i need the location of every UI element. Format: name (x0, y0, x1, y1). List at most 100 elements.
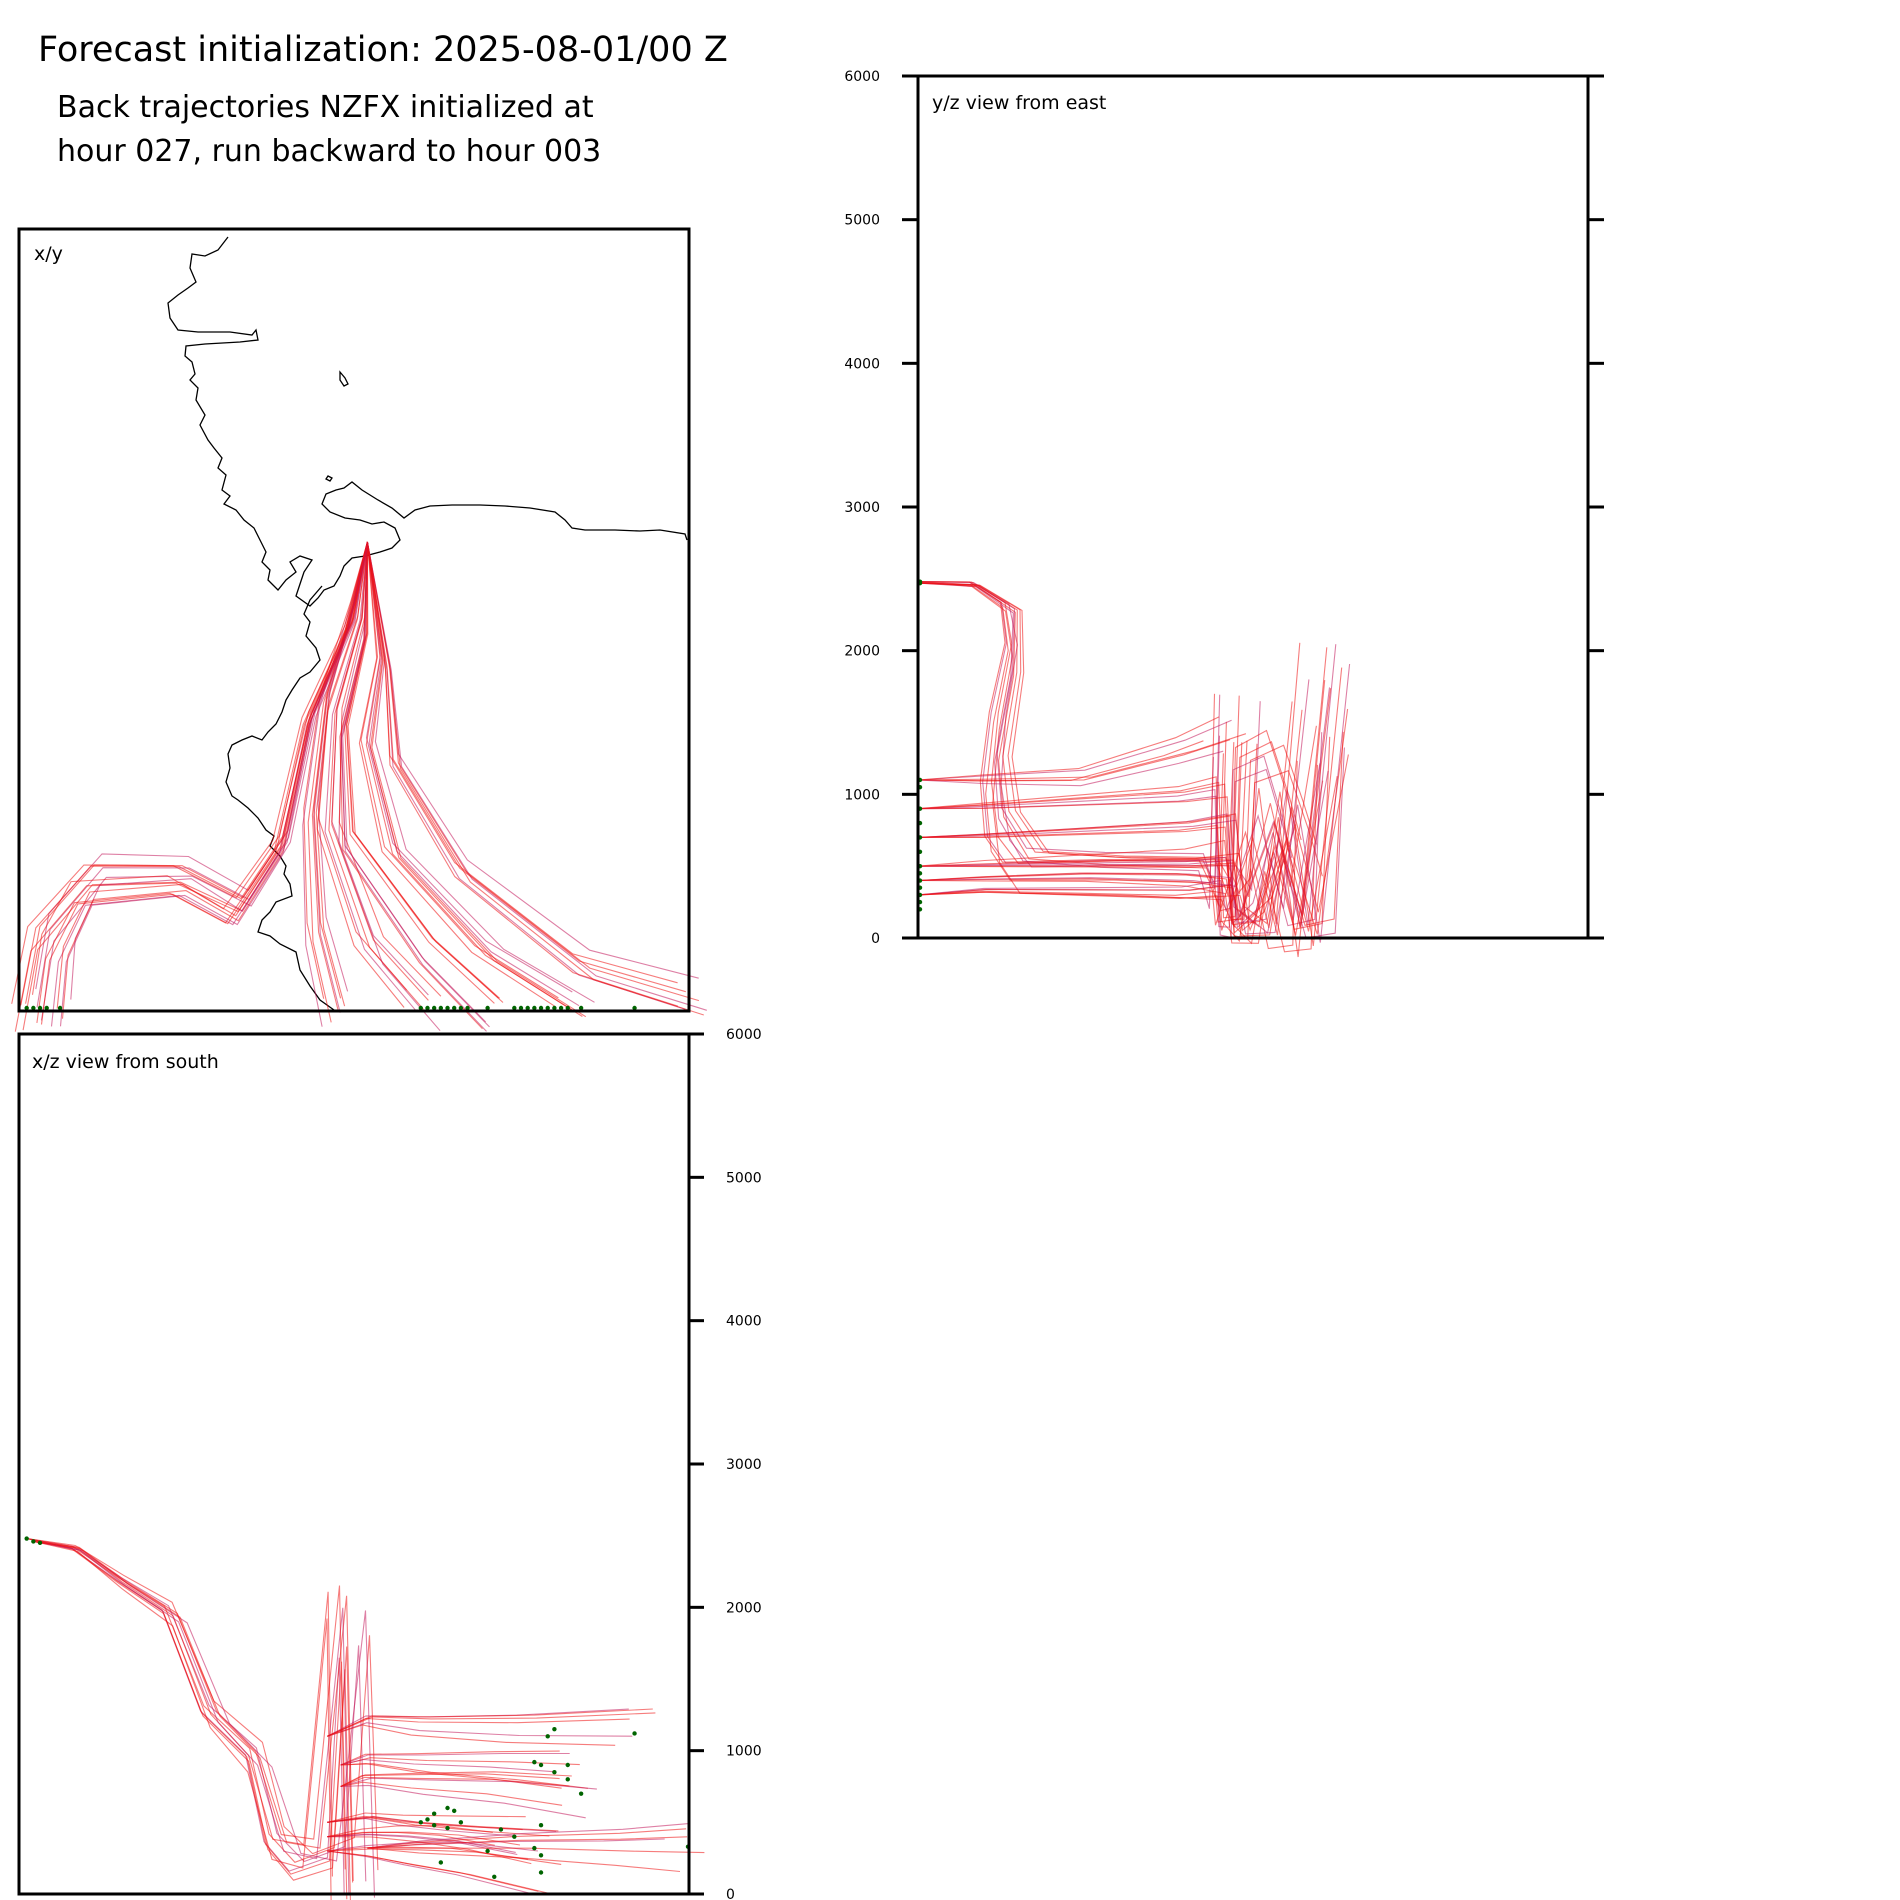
yz-trajectory-line (917, 701, 1293, 929)
yz-ticks: 0 1000 2000 3000 4000 5000 6000 (844, 69, 1604, 947)
xz-trajectory-line (340, 1758, 554, 1773)
yz-trajectory-line (917, 679, 1310, 912)
xy-trajectory-line (324, 541, 418, 1013)
xz-trajectory-line (327, 1846, 528, 1860)
xz-endpoint (538, 1853, 544, 1858)
xz-trajectory-line (26, 1537, 354, 1883)
xz-endpoint (24, 1536, 29, 1541)
xz-endpoint (31, 1539, 36, 1544)
xz-trajectory-line (367, 1847, 705, 1854)
xy-trajectory-line (365, 541, 572, 1011)
xz-endpoint (452, 1808, 457, 1814)
coastline (167, 236, 688, 1011)
xz-trajectory-line (327, 1825, 493, 1838)
xy-trajectory-line (344, 541, 495, 1004)
yz-trajectory-line (917, 647, 1328, 928)
xz-tick-label: 5000 (726, 1170, 762, 1186)
xz-endpoint (445, 1825, 450, 1831)
xz-panel: 0 1000 2000 3000 4000 5000 6000 x/z view from … (17, 1027, 762, 1900)
yz-trajectory-line (917, 667, 1343, 946)
yz-tick-label: 2000 (844, 644, 880, 660)
xy-endpoint (578, 1005, 584, 1011)
xz-trajectory-line (33, 1540, 332, 1900)
coastline-west-path (225, 585, 335, 1011)
xz-trajectory-line (327, 1817, 550, 1837)
xz-endpoint (565, 1762, 570, 1768)
xz-ticks: 0 1000 2000 3000 4000 5000 6000 (688, 1027, 762, 1900)
xy-endpoint (445, 1005, 450, 1011)
xz-endpoint (538, 1870, 544, 1875)
xy-trajectory-line (360, 541, 559, 999)
xz-trajectory-line (33, 1540, 333, 1877)
xz-endpoint (545, 1734, 550, 1739)
island-path-2 (325, 475, 333, 482)
xz-trajectory-line (33, 1540, 376, 1898)
xz-endpoint (485, 1848, 490, 1854)
yz-trajectory-line (917, 680, 1326, 958)
yz-panel-label: y/z view from east (932, 92, 1106, 114)
xy-trajectory-line (366, 541, 699, 979)
yz-trajectory-line (917, 582, 1248, 895)
yz-trajectory-line (917, 581, 1240, 887)
yz-tick-label: 6000 (844, 69, 880, 85)
xz-endpoint (431, 1823, 437, 1828)
xy-trajectory-line (316, 541, 405, 1008)
xz-tick-label: 6000 (726, 1027, 762, 1043)
xz-trajectory-line (327, 1712, 656, 1737)
xz-trajectory-line (340, 1752, 570, 1766)
xy-endpoint (24, 1005, 29, 1011)
xy-panel-label: x/y (34, 243, 63, 265)
xz-endpoint (532, 1759, 537, 1765)
xy-trajectory-line (342, 541, 490, 1028)
xy-endpoint (465, 1005, 470, 1011)
xy-endpoint (57, 1005, 63, 1011)
island-path (339, 370, 349, 387)
xz-endpoint (418, 1820, 423, 1825)
xz-trajectory-line (33, 1540, 350, 1895)
yz-tick-label: 3000 (844, 500, 880, 516)
yz-trajectories (917, 581, 1351, 958)
yz-trajectory-line (917, 708, 1349, 935)
xz-endpoint (445, 1805, 450, 1811)
xz-endpoint (538, 1823, 544, 1828)
yz-trajectory-line (917, 582, 1258, 898)
xz-trajectory-line (340, 1777, 597, 1790)
xy-endpoint (532, 1005, 537, 1011)
xz-endpoint (458, 1820, 464, 1825)
yz-tick-label: 1000 (844, 787, 880, 803)
xz-panel-label: x/z view from south (32, 1051, 219, 1073)
yz-trajectory-line (917, 741, 1302, 919)
yz-tick-label: 4000 (844, 356, 880, 372)
xy-endpoint (31, 1005, 36, 1011)
xz-trajectory-line (327, 1722, 633, 1737)
xz-trajectory-line (367, 1828, 687, 1849)
xz-endpoint (492, 1874, 497, 1880)
xz-trajectory-line (33, 1540, 354, 1882)
xz-endpoint (512, 1834, 517, 1839)
xy-trajectory-line (56, 541, 368, 1009)
xz-trajectory-line (327, 1708, 653, 1737)
xz-trajectory-line (340, 1784, 586, 1819)
yz-trajectory-line (918, 764, 1319, 953)
xz-endpoint (37, 1540, 43, 1546)
xy-trajectory-line (346, 541, 501, 999)
xz-trajectory-line (26, 1537, 379, 1871)
xy-panel: x/y (11, 227, 707, 1032)
xz-endpoint (431, 1811, 437, 1816)
xy-endpoint (438, 1005, 444, 1011)
xy-trajectory-line (339, 541, 483, 1030)
xz-trajectory-line (327, 1812, 526, 1823)
xz-trajectory-line (327, 1850, 539, 1892)
yz-trajectory-line (917, 581, 1221, 885)
xz-trajectory-line (327, 1833, 516, 1853)
yz-trajectory-line (917, 582, 1224, 906)
xy-endpoint (512, 1005, 517, 1011)
xz-trajectory-line (367, 1847, 681, 1873)
yz-trajectory-line (917, 750, 1224, 787)
xz-trajectories (26, 1537, 705, 1900)
xy-endpoint (565, 1005, 570, 1011)
xy-axes-frame (17, 227, 691, 1013)
xz-endpoint (438, 1860, 444, 1865)
subtitle-line-2: hour 027, run backward to hour 003 (57, 134, 602, 169)
